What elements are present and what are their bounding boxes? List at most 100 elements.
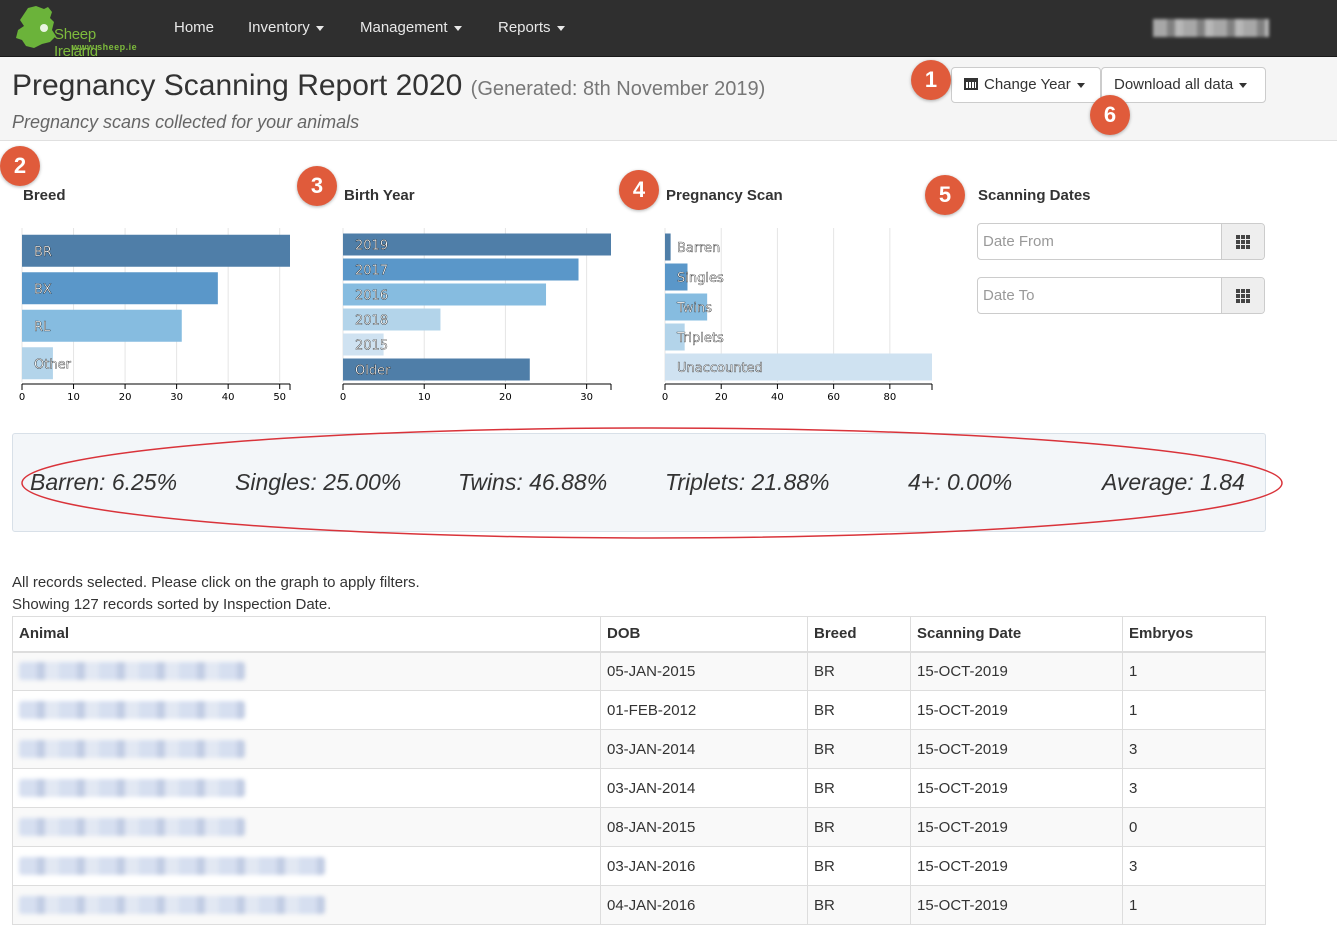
table-row[interactable]: 01-FEB-2012 BR 15-OCT-2019 1 xyxy=(12,690,1266,730)
animal-id-redacted xyxy=(19,818,245,836)
column-header-embryos[interactable]: Embryos xyxy=(1122,616,1266,653)
table-row[interactable]: 03-JAN-2016 BR 15-OCT-2019 3 xyxy=(12,846,1266,886)
chevron-down-icon xyxy=(1076,82,1085,88)
logo-name: Sheep Ireland xyxy=(54,26,98,60)
change-year-button[interactable]: Change Year xyxy=(951,67,1101,103)
filter-info-text: All records selected. Please click on th… xyxy=(12,574,420,591)
embryos-cell: 1 xyxy=(1122,690,1266,730)
sheep-ireland-logo[interactable]: Sheep Ireland www.sheep.ie xyxy=(14,4,138,60)
pregnancy-scan-chart-bar[interactable] xyxy=(665,233,671,261)
animal-cell[interactable] xyxy=(12,729,601,769)
stat-singles: Singles: 25.00% xyxy=(235,469,402,495)
user-menu[interactable] xyxy=(1153,19,1269,37)
embryos-cell: 0 xyxy=(1122,807,1266,847)
birth-year-chart-bar-label: 2018 xyxy=(355,314,388,329)
birth-year-chart-bar-label: 2019 xyxy=(355,239,388,254)
breed-chart-tick-label: 30 xyxy=(170,392,183,403)
birth-year-chart-tick-label: 10 xyxy=(418,392,431,403)
stat-triplets: Triplets: 21.88% xyxy=(665,469,830,495)
animal-cell[interactable] xyxy=(12,768,601,808)
table-row[interactable]: 03-JAN-2014 BR 15-OCT-2019 3 xyxy=(12,729,1266,769)
table-header-row: Animal DOB Breed Scanning Date Embryos xyxy=(12,616,1266,653)
pregnancy-scan-chart-bar[interactable] xyxy=(665,353,932,381)
pregnancy-scan-chart-bar-label: Triplets xyxy=(676,331,724,346)
breed-chart-bar[interactable] xyxy=(22,272,218,305)
dob-cell: 03-JAN-2016 xyxy=(600,846,808,886)
birth-year-chart[interactable]: 2019 2017 2016 2018 2015 Older 0 10 20 30 xyxy=(340,228,615,408)
animal-cell[interactable] xyxy=(12,807,601,847)
embryos-cell: 3 xyxy=(1122,846,1266,886)
stat-four-plus: 4+: 0.00% xyxy=(908,469,1013,495)
date-from-input[interactable] xyxy=(978,224,1222,259)
breed-chart-bar-label: BX xyxy=(34,282,52,297)
breed-chart[interactable]: BR BX RL Other 0 10 20 30 40 50 xyxy=(19,228,294,408)
date-from-picker-button[interactable] xyxy=(1221,224,1264,259)
pregnancy-scan-chart-tick-label: 80 xyxy=(883,392,896,403)
pregnancy-scan-chart-bar-label: Barren xyxy=(677,241,720,256)
breed-cell: BR xyxy=(807,729,911,769)
records-table: Animal DOB Breed Scanning Date Embryos 0… xyxy=(12,616,1266,925)
nav-reports[interactable]: Reports xyxy=(498,19,565,36)
animal-id-redacted xyxy=(19,740,245,758)
date-to-input[interactable] xyxy=(978,278,1222,313)
pregnancy-stats-panel xyxy=(12,433,1266,532)
animal-cell[interactable] xyxy=(12,690,601,730)
birth-year-chart-tick-label: 20 xyxy=(499,392,512,403)
dob-cell: 03-JAN-2014 xyxy=(600,729,808,769)
date-to-picker-button[interactable] xyxy=(1221,278,1264,313)
breed-chart-tick-label: 10 xyxy=(67,392,80,403)
breed-chart-bar[interactable] xyxy=(22,309,182,342)
download-all-data-button[interactable]: Download all data xyxy=(1101,67,1266,103)
scan-date-cell: 15-OCT-2019 xyxy=(910,768,1123,808)
breed-chart-bar[interactable] xyxy=(22,347,53,380)
animal-cell[interactable] xyxy=(12,846,601,886)
breed-chart-tick-label: 0 xyxy=(19,392,25,403)
column-header-animal[interactable]: Animal xyxy=(12,616,601,653)
table-row[interactable]: 04-JAN-2016 BR 15-OCT-2019 1 xyxy=(12,885,1266,925)
nav-home[interactable]: Home xyxy=(174,19,214,36)
table-row[interactable]: 03-JAN-2014 BR 15-OCT-2019 3 xyxy=(12,768,1266,808)
table-row[interactable]: 05-JAN-2015 BR 15-OCT-2019 1 xyxy=(12,651,1266,691)
column-header-breed[interactable]: Breed xyxy=(807,616,911,653)
pregnancy-scan-chart-bar[interactable] xyxy=(665,323,685,351)
birth-year-chart-tick-label: 30 xyxy=(580,392,593,403)
breed-cell: BR xyxy=(807,885,911,925)
callout-badge-5: 5 xyxy=(925,175,965,215)
birth-year-chart-bar[interactable] xyxy=(343,333,384,356)
birth-year-chart-bar[interactable] xyxy=(343,283,547,306)
scan-date-cell: 15-OCT-2019 xyxy=(910,729,1123,769)
nav-management[interactable]: Management xyxy=(360,19,462,36)
pregnancy-scan-chart-bar[interactable] xyxy=(665,293,708,321)
breed-chart-bar-label: BR xyxy=(34,245,52,260)
column-header-dob[interactable]: DOB xyxy=(600,616,808,653)
calendar-grid-icon xyxy=(1236,235,1250,249)
embryos-cell: 1 xyxy=(1122,651,1266,691)
embryos-cell: 1 xyxy=(1122,885,1266,925)
breed-cell: BR xyxy=(807,807,911,847)
birth-year-chart-bar[interactable] xyxy=(343,258,579,281)
calendar-grid-icon xyxy=(1236,289,1250,303)
table-row[interactable]: 08-JAN-2015 BR 15-OCT-2019 0 xyxy=(12,807,1266,847)
birth-year-chart-bar[interactable] xyxy=(343,233,611,256)
animal-id-redacted xyxy=(19,896,325,914)
scan-date-cell: 15-OCT-2019 xyxy=(910,690,1123,730)
column-header-scanning-date[interactable]: Scanning Date xyxy=(910,616,1123,653)
animal-cell[interactable] xyxy=(12,651,601,691)
birth-year-chart-bar-label: 2016 xyxy=(355,289,388,304)
pregnancy-scan-chart[interactable]: Barren Singles Twins Triplets Unaccounted 0 20… xyxy=(662,228,937,408)
stat-twins: Twins: 46.88% xyxy=(458,469,608,495)
nav-inventory[interactable]: Inventory xyxy=(248,19,324,36)
pregnancy-scan-chart-bar[interactable] xyxy=(665,263,688,291)
scan-date-cell: 15-OCT-2019 xyxy=(910,846,1123,886)
breed-chart-bar-label: RL xyxy=(34,320,51,335)
birth-year-chart-bar[interactable] xyxy=(343,308,441,331)
pregnancy-scan-chart-bar-label: Singles xyxy=(677,271,724,286)
calendar-icon xyxy=(964,78,978,90)
chevron-down-icon xyxy=(556,25,565,31)
breed-chart-bar[interactable] xyxy=(22,234,290,267)
animal-cell[interactable] xyxy=(12,885,601,925)
scanning-dates-title: Scanning Dates xyxy=(978,187,1091,204)
birth-year-chart-bar[interactable] xyxy=(343,358,530,381)
callout-badge-2: 2 xyxy=(0,146,40,186)
change-year-label: Change Year xyxy=(984,76,1071,93)
